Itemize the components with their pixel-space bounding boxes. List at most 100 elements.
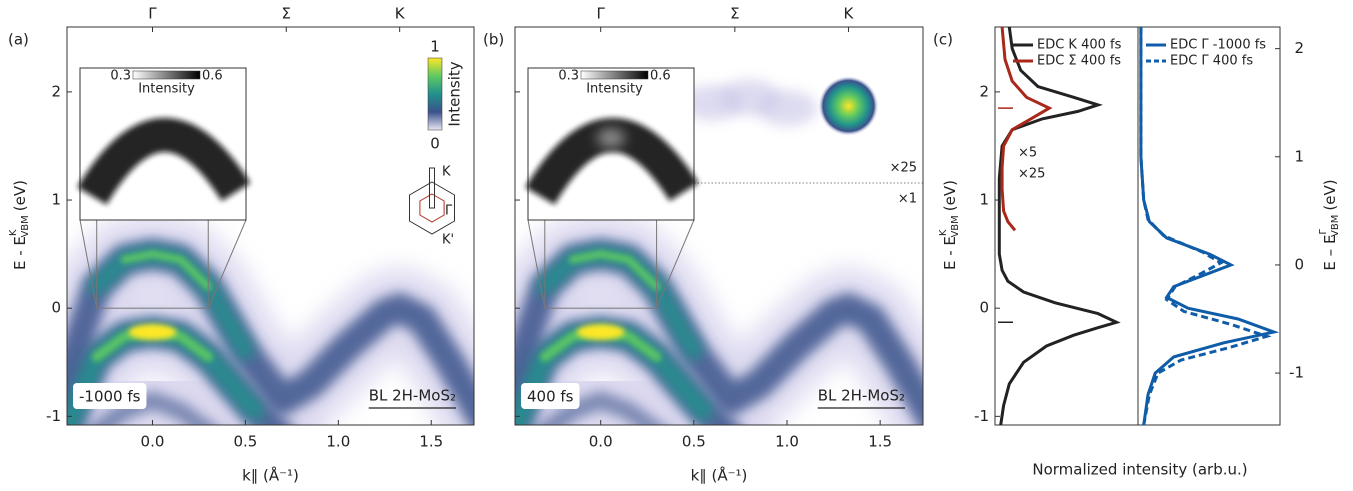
y-label-sup: K (938, 229, 949, 236)
top-tick-label: Γ (597, 5, 606, 23)
y-label-sub: VBM (20, 215, 31, 237)
inset-label: Intensity (138, 82, 195, 97)
delay-label: -1000 fs (79, 388, 141, 406)
y-tick-label: 2 (979, 82, 989, 100)
sample-label: BL 2H-MoS₂ (369, 387, 456, 405)
x-axis-label: k∥ (Å⁻¹) (242, 466, 299, 485)
inset-label: Intensity (586, 82, 643, 97)
delay-label: 400 fs (527, 388, 574, 406)
inset-image (77, 118, 251, 205)
inset-tick-label: 0.3 (110, 69, 131, 84)
x-tick-label: 1.5 (868, 433, 892, 451)
y2-tick-label: 1 (1294, 147, 1304, 165)
inset-colorbar (132, 70, 201, 80)
y2-tick-label: 2 (1294, 39, 1304, 57)
scale-label: ×25 (890, 161, 917, 176)
inset-tick-label: 0.3 (558, 69, 579, 84)
delay-box (73, 383, 147, 409)
annotation: ×5 (1018, 146, 1037, 161)
top-tick-label: Σ (730, 5, 739, 23)
panel-label: (c) (933, 31, 953, 49)
zoom-line (527, 219, 546, 309)
frame (514, 26, 924, 426)
y2-tick-label: 0 (1294, 255, 1304, 273)
y-tick-label: 1 (51, 191, 61, 209)
bz-inner (419, 193, 445, 223)
sample-label: BL 2H-MoS₂ (818, 387, 905, 405)
x-tick-label: 1.5 (419, 433, 443, 451)
zoom-line (656, 219, 695, 309)
y-axis-label: E - EKVBM (eV) (8, 180, 31, 270)
band-max (128, 323, 177, 340)
y-label-sub: VBM (950, 215, 961, 237)
y2-tick-label: -1 (1289, 364, 1304, 382)
edc-line (997, 26, 1121, 426)
x-axis-label: Normalized intensity (arb.u.) (1032, 461, 1247, 479)
y-label-sub: VBM (1330, 215, 1341, 237)
inset-dip (597, 128, 625, 148)
y-tick-label: -1 (974, 407, 989, 425)
y-tick-label: 1 (979, 191, 989, 209)
y-label-unit: (eV) (11, 180, 29, 211)
y-tick-label: -1 (46, 407, 61, 425)
colorbar (427, 57, 443, 131)
y-label-unit: (eV) (1321, 179, 1339, 210)
colorbar-tick-label: 1 (430, 38, 440, 56)
legend-label: EDC Γ 400 fs (1170, 54, 1253, 69)
colorbar-tick-label: 0 (430, 135, 440, 153)
band (568, 250, 661, 291)
panel-label: (b) (483, 31, 504, 49)
y-label-sup: Γ (1318, 229, 1329, 235)
y-label-main: E - E (941, 236, 959, 270)
zoom-line (79, 219, 98, 309)
y-axis-label: E – EΓVBM (eV) (1318, 179, 1341, 270)
colorbar-label: Intensity (446, 61, 464, 126)
excited-spot (818, 75, 879, 136)
x-tick-label: 0.0 (141, 433, 165, 451)
top-tick-label: Γ (148, 5, 157, 23)
x-tick-label: 0.0 (589, 433, 613, 451)
band (538, 391, 664, 425)
edc-line (1139, 27, 1280, 426)
edc-line (1139, 27, 1272, 426)
annotation: ×25 (1018, 167, 1045, 182)
y-label-unit: (eV) (941, 180, 959, 211)
y-tick-label: 0 (51, 299, 61, 317)
faint-spot (757, 90, 817, 127)
bz-label: K' (442, 233, 454, 248)
x-tick-label: 1.0 (326, 433, 350, 451)
band (89, 391, 215, 425)
frame (66, 26, 475, 426)
inset-band (77, 118, 251, 205)
legend-label: EDC K 400 fs (1037, 38, 1122, 53)
y-axis-label: E - EKVBM (eV) (938, 180, 961, 270)
x-tick-label: 1.0 (775, 433, 799, 451)
top-tick-label: K (395, 5, 406, 23)
legend-label: EDC Σ 400 fs (1037, 54, 1121, 69)
y-tick-label: 2 (51, 82, 61, 100)
delay-box (521, 383, 580, 409)
intensity-map (515, 75, 923, 425)
y-tick-label: 0 (979, 299, 989, 317)
top-tick-label: K (844, 5, 855, 23)
inset-image (525, 118, 699, 205)
scale-label: ×1 (898, 192, 917, 207)
y-label-main: E – E (1321, 235, 1339, 271)
band (120, 250, 213, 291)
panel-label: (a) (8, 31, 29, 49)
inset-tick-label: 0.6 (202, 69, 223, 84)
bz-label: Γ (445, 204, 453, 219)
edc-line (1000, 26, 1053, 232)
x-tick-label: 0.5 (682, 433, 706, 451)
bz-cut (429, 167, 435, 209)
bz-label: K (442, 165, 451, 180)
inset-colorbar (580, 70, 649, 80)
x-tick-label: 0.5 (233, 433, 257, 451)
y-label-sup: K (8, 229, 19, 236)
zoom-line (207, 219, 247, 309)
legend-label: EDC Γ -1000 fs (1170, 38, 1266, 53)
top-tick-label: Σ (282, 5, 291, 23)
bz-outer (409, 181, 455, 235)
x-axis-label: k∥ (Å⁻¹) (691, 466, 748, 485)
y-label-main: E - E (11, 236, 29, 270)
